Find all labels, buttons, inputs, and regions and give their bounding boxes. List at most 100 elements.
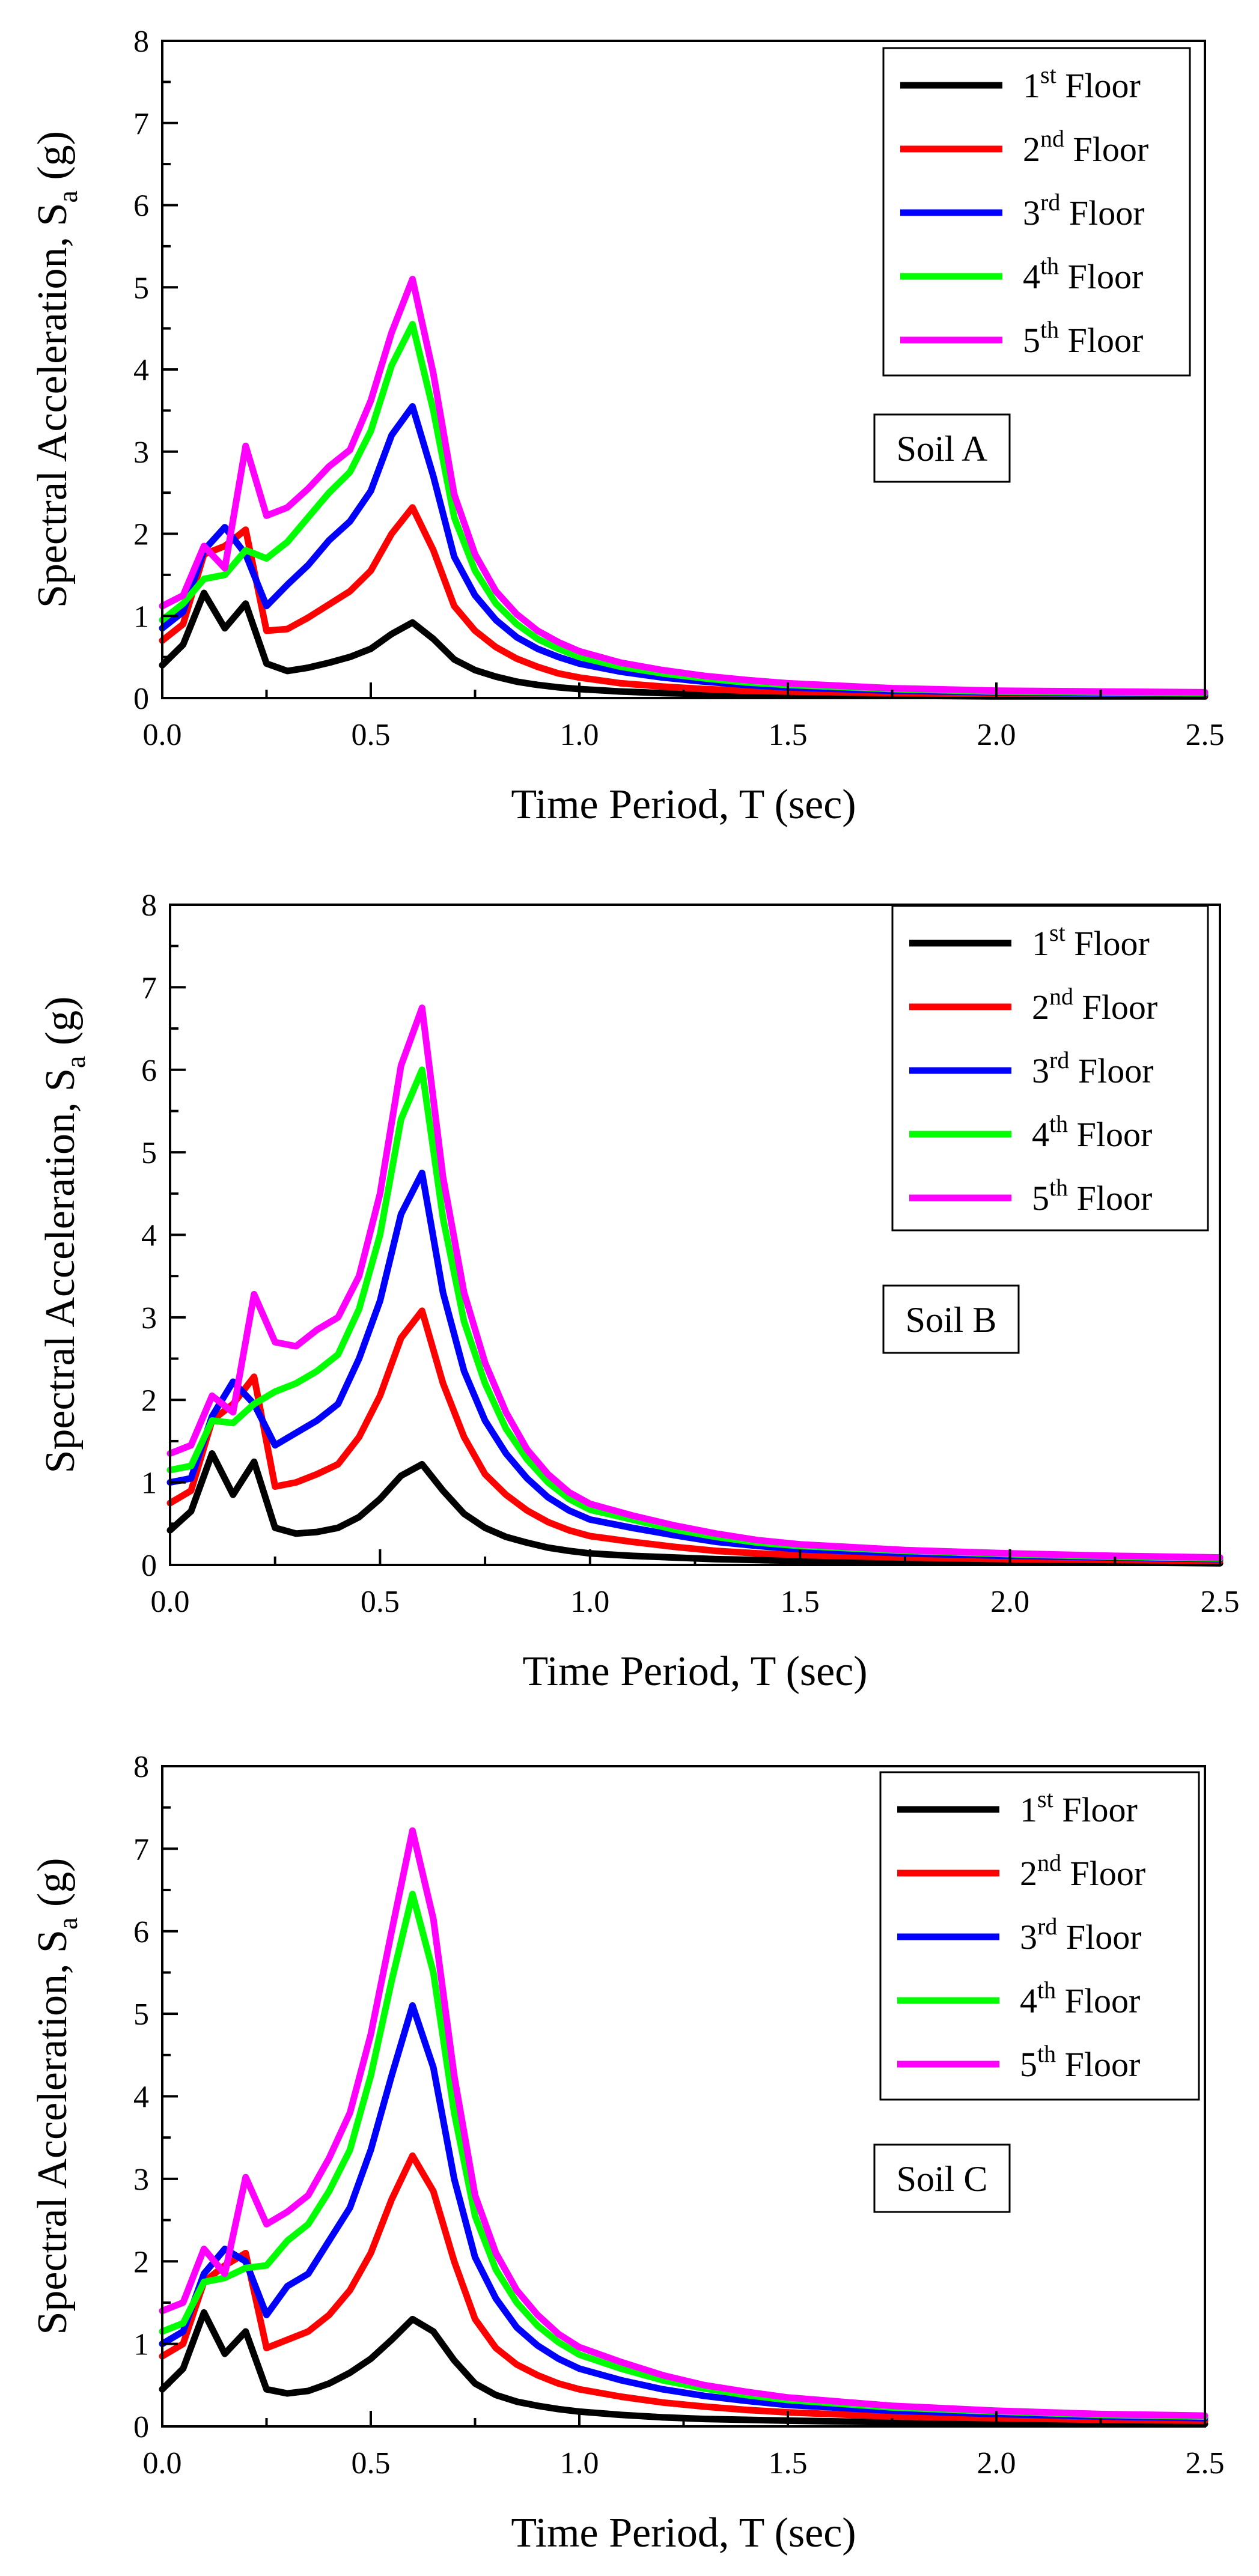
y-axis-title-subscript: a	[52, 1918, 83, 1930]
legend-floor-suffix: Floor	[1069, 1051, 1153, 1090]
legend-floor-number: 2	[1023, 130, 1040, 169]
legend-item-floor-5: 5th Floor	[900, 316, 1143, 360]
x-tick-label: 2.0	[990, 1585, 1029, 1619]
legend-floor-number: 4	[1032, 1115, 1049, 1154]
x-tick-label: 0.0	[151, 1585, 190, 1619]
x-axis-title: Time Period, T (sec)	[522, 1648, 867, 1695]
y-tick-label: 1	[133, 2328, 149, 2362]
y-axis-title-subscript: a	[52, 190, 83, 202]
legend-item-floor-2: 2nd Floor	[909, 983, 1157, 1027]
soil-label-box	[873, 2143, 1011, 2213]
y-tick-label: 4	[141, 1219, 157, 1253]
chart-panel-2: 0.0 0.5 1.0 1.5 2.0 2.5 0 1 2 3 4 5 6 7 8 Time Period, …	[37, 889, 1240, 1695]
legend-floor-number: 3	[1032, 1051, 1049, 1090]
legend-floor-suffix: Floor	[1073, 988, 1157, 1027]
y-tick-label: 0	[141, 1549, 157, 1583]
legend-floor-ordinal: nd	[1049, 983, 1073, 1010]
x-tick-label: 0.0	[143, 718, 182, 752]
x-tick-label: 0.0	[143, 2446, 182, 2480]
legend-item-floor-1: 1st Floor	[909, 919, 1150, 963]
legend-label: 2nd Floor	[1023, 125, 1148, 169]
legend-item-floor-3: 3rd Floor	[909, 1046, 1154, 1090]
legend-label: 1st Floor	[1023, 61, 1141, 105]
legend-item-floor-4: 4th Floor	[897, 1976, 1140, 2020]
legend-floor-number: 3	[1023, 193, 1040, 232]
x-tick-label: 2.5	[1186, 718, 1225, 752]
x-tick-label: 1.5	[781, 1585, 820, 1619]
legend-floor-number: 1	[1020, 1790, 1037, 1829]
y-tick-label: 3	[141, 1301, 157, 1335]
x-tick-label: 1.0	[560, 2446, 599, 2480]
y-tick-label: 6	[141, 1054, 157, 1088]
soil-label: Soil C	[897, 2159, 988, 2199]
legend-floor-number: 2	[1032, 988, 1049, 1027]
y-axis-title-unit: (g)	[29, 131, 76, 190]
y-axis-title: Spectral Acceleration, Sa (g)	[29, 131, 83, 608]
legend-item-floor-5: 5th Floor	[909, 1174, 1152, 1218]
legend-floor-ordinal: th	[1040, 252, 1059, 279]
legend-label: 4th Floor	[1023, 252, 1143, 296]
legend-item-floor-5: 5th Floor	[897, 2040, 1140, 2084]
y-axis-title: Spectral Acceleration, Sa (g)	[37, 996, 91, 1473]
y-tick-label: 1	[133, 600, 149, 634]
soil-label-box	[882, 1284, 1020, 1354]
series-line-floor-2	[159, 2152, 1209, 2424]
series-line-floor-4	[159, 321, 1209, 697]
legend: 1st Floor 2nd Floor 3rd Floor 4th Floor 5th …	[882, 47, 1191, 377]
y-tick-label: 8	[141, 889, 157, 923]
y-tick-label: 0	[133, 2410, 149, 2444]
y-tick-label: 4	[133, 2080, 149, 2115]
legend-floor-ordinal: nd	[1040, 125, 1064, 152]
legend-item-floor-4: 4th Floor	[909, 1110, 1152, 1154]
soil-label: Soil B	[906, 1300, 997, 1340]
legend-floor-suffix: Floor	[1056, 1981, 1140, 2020]
y-tick-label: 7	[141, 971, 157, 1005]
y-tick-label: 7	[133, 1832, 149, 1867]
legend-floor-number: 4	[1020, 1981, 1037, 2020]
legend-floor-number: 2	[1020, 1854, 1037, 1893]
series-line-floor-1	[159, 2309, 1209, 2428]
y-tick-label: 2	[133, 2245, 149, 2279]
legend-floor-number: 1	[1032, 924, 1049, 963]
legend-label: 3rd Floor	[1023, 189, 1145, 232]
x-axis-title: Time Period, T (sec)	[511, 782, 856, 828]
legend-floor-ordinal: st	[1040, 61, 1056, 88]
legend-floor-number: 5	[1032, 1179, 1049, 1218]
legend-item-floor-1: 1st Floor	[900, 61, 1141, 105]
legend-floor-suffix: Floor	[1056, 66, 1141, 105]
y-tick-label: 0	[133, 682, 149, 716]
series-line-floor-5	[159, 1827, 1209, 2419]
y-axis-title-unit: (g)	[37, 996, 84, 1056]
x-tick-label: 2.5	[1186, 2446, 1225, 2480]
legend-floor-number: 1	[1023, 66, 1040, 105]
soil-label: Soil A	[897, 429, 988, 469]
legend-floor-suffix: Floor	[1065, 924, 1150, 963]
legend-item-floor-3: 3rd Floor	[897, 1913, 1142, 1957]
soil-label-box	[873, 413, 1011, 483]
y-tick-label: 7	[133, 107, 149, 141]
legend-floor-ordinal: rd	[1040, 189, 1060, 216]
legend-item-floor-3: 3rd Floor	[900, 189, 1145, 232]
series-line-floor-5	[159, 276, 1209, 696]
legend-floor-ordinal: th	[1049, 1110, 1068, 1137]
legend-floor-ordinal: rd	[1049, 1046, 1069, 1074]
series-line-floor-2	[159, 504, 1209, 698]
legend-floor-suffix: Floor	[1068, 1179, 1152, 1218]
legend-label: 5th Floor	[1023, 316, 1143, 360]
y-tick-label: 3	[133, 2163, 149, 2197]
legend-label: 3rd Floor	[1032, 1046, 1154, 1090]
legend-floor-ordinal: th	[1037, 1976, 1056, 2003]
legend-floor-ordinal: th	[1040, 316, 1059, 343]
x-tick-label: 2.0	[977, 718, 1016, 752]
x-tick-label: 0.5	[352, 718, 391, 752]
y-axis-title-main: Spectral Acceleration, S	[37, 1068, 84, 1473]
series-line-floor-2	[166, 1307, 1224, 1564]
y-axis-title-unit: (g)	[29, 1858, 76, 1917]
x-tick-label: 1.5	[769, 718, 808, 752]
legend-floor-suffix: Floor	[1059, 321, 1143, 360]
legend-label: 3rd Floor	[1020, 1913, 1142, 1957]
x-tick-label: 1.0	[560, 718, 599, 752]
